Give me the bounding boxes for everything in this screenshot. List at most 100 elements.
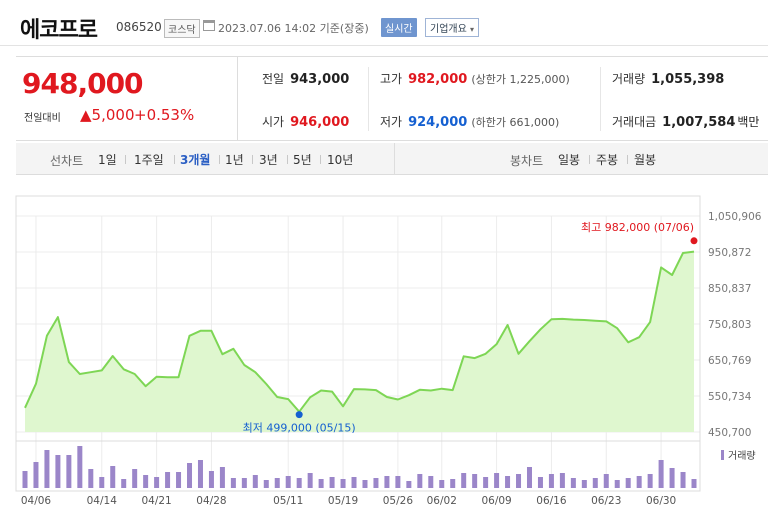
- volume-bar: [461, 473, 467, 488]
- high-marker: [690, 237, 698, 245]
- x-tick-label: 06/09: [481, 495, 511, 507]
- x-tick-label: 04/21: [141, 495, 171, 507]
- quote-prev-label: 전일: [262, 72, 285, 86]
- divider: [219, 155, 220, 164]
- company-overview-label: 기업개요: [430, 24, 467, 35]
- volume-bar: [230, 478, 236, 488]
- volume-bar: [614, 480, 620, 488]
- volume-bar: [187, 463, 193, 488]
- volume-bar: [450, 479, 456, 488]
- triangle-up-icon: ▲: [80, 106, 92, 124]
- quote-high: 고가 982,000 (상한가 1,225,000): [380, 70, 570, 87]
- divider: [600, 67, 601, 131]
- period-5y[interactable]: 5년: [293, 153, 312, 167]
- quote-volume-label: 거래량: [612, 72, 646, 86]
- x-tick-label: 04/06: [21, 495, 52, 507]
- volume-bar: [208, 471, 214, 488]
- volume-bar: [33, 462, 39, 488]
- volume-bar: [384, 476, 390, 488]
- y-tick-label: 650,769: [708, 355, 751, 367]
- volume-bar: [66, 455, 72, 488]
- volume-bar: [636, 476, 642, 488]
- x-tick-label: 04/28: [196, 495, 226, 507]
- volume-bar: [680, 472, 686, 488]
- price-box: 948,000 전일대비 ▲5,000 +0.53%: [16, 57, 238, 141]
- price-area: [25, 251, 694, 432]
- y-tick-label: 1,050,906: [708, 211, 762, 223]
- volume-bar: [307, 473, 313, 488]
- volume-bar: [274, 478, 280, 488]
- divider: [252, 155, 253, 164]
- period-3y[interactable]: 3년: [259, 153, 278, 167]
- company-overview-button[interactable]: 기업개요 ▾: [425, 18, 480, 37]
- volume-bar: [395, 476, 401, 488]
- volume-bar: [581, 480, 587, 488]
- quote-high-value: 982,000: [408, 72, 468, 87]
- volume-bar: [406, 481, 412, 488]
- quote-amount-value: 1,007,584: [662, 115, 736, 130]
- volume-bar: [219, 467, 225, 488]
- y-tick-label: 950,872: [708, 247, 751, 259]
- quote-high-sub: (상한가 1,225,000): [471, 73, 570, 86]
- x-tick-label: 04/14: [87, 495, 118, 507]
- quote-low-sub: (하한가 661,000): [471, 116, 560, 129]
- quote-prev: 전일 943,000: [262, 70, 349, 87]
- candle-daily[interactable]: 일봉: [558, 153, 581, 167]
- y-tick-label: 750,803: [708, 319, 751, 331]
- period-3m[interactable]: 3개월: [180, 153, 211, 167]
- period-1w[interactable]: 1주일: [134, 153, 164, 167]
- volume-bar: [516, 474, 522, 488]
- volume-bar: [647, 474, 653, 488]
- volume-bar: [439, 480, 445, 488]
- change-amount-value: 5,000: [91, 106, 135, 124]
- x-tick-label: 05/11: [273, 495, 303, 507]
- quote-volume-value: 1,055,398: [651, 72, 725, 87]
- quote-amount-label: 거래대금: [612, 115, 657, 129]
- realtime-button[interactable]: 실시간: [381, 18, 417, 37]
- candle-weekly[interactable]: 주봉: [596, 153, 619, 167]
- volume-bar: [592, 478, 598, 488]
- volume-bar: [483, 477, 489, 488]
- y-tick-label: 450,700: [708, 427, 751, 439]
- x-tick-label: 06/23: [591, 495, 621, 507]
- volume-bar: [143, 475, 149, 488]
- quote-panel: 948,000 전일대비 ▲5,000 +0.53% 전일 943,000 고가 9…: [16, 56, 768, 141]
- price-line: [24, 250, 695, 413]
- volume-bar: [252, 475, 258, 488]
- volume-bar: [55, 455, 61, 488]
- volume-bar: [505, 476, 511, 488]
- x-tick-label: 05/26: [383, 495, 414, 507]
- x-tick-label: 06/16: [536, 495, 567, 507]
- divider: [627, 155, 628, 164]
- divider: [368, 67, 369, 131]
- x-tick-label: 05/19: [328, 495, 358, 507]
- x-tick-label: 06/30: [646, 495, 676, 507]
- candle-monthly[interactable]: 월봉: [634, 153, 657, 167]
- volume-panel-frame: [15, 440, 701, 492]
- period-1d[interactable]: 1일: [98, 153, 117, 167]
- volume-bar: [691, 479, 697, 488]
- quote-low-value: 924,000: [408, 115, 468, 130]
- volume-bar: [570, 478, 576, 488]
- volume-bar: [428, 476, 434, 488]
- volume-bar: [373, 478, 379, 488]
- low-marker: [295, 411, 303, 419]
- period-1y[interactable]: 1년: [225, 153, 244, 167]
- change-amount: ▲5,000: [80, 106, 135, 124]
- quote-open: 시가 946,000: [262, 113, 349, 130]
- volume-bar: [658, 460, 664, 488]
- volume-bar: [88, 469, 94, 488]
- volume-bar: [121, 479, 127, 488]
- chevron-down-icon: ▾: [470, 25, 475, 34]
- volume-bar: [22, 471, 28, 488]
- high-label: 최고 982,000 (07/06): [581, 221, 694, 234]
- volume-bar: [132, 469, 138, 488]
- period-10y[interactable]: 10년: [327, 153, 354, 167]
- divider: [287, 155, 288, 164]
- quote-low: 저가 924,000 (하한가 661,000): [380, 113, 559, 130]
- volume-bar: [318, 479, 324, 488]
- divider: [320, 155, 321, 164]
- volume-bar: [110, 466, 116, 488]
- low-label: 최저 499,000 (05/15): [243, 422, 356, 435]
